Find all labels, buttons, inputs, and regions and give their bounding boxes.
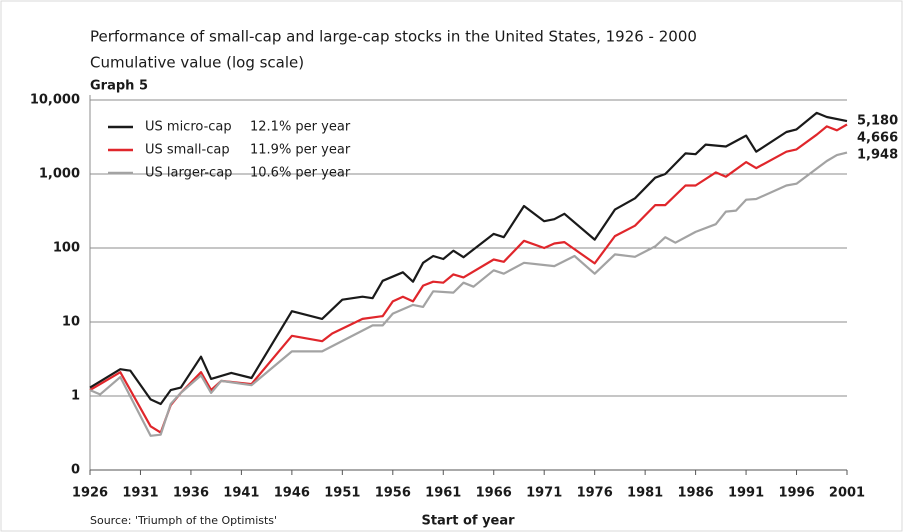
y-tick-label: 1,000 bbox=[39, 167, 80, 182]
x-tick-label: 1956 bbox=[375, 486, 411, 501]
x-tick-label: 1931 bbox=[122, 486, 158, 501]
y-tick-label: 100 bbox=[53, 241, 80, 256]
legend-return: 10.6% per year bbox=[250, 166, 351, 181]
x-tick-label: 1981 bbox=[627, 486, 663, 501]
series-line bbox=[89, 151, 848, 437]
y-tick-label: 10 bbox=[62, 315, 80, 330]
chart-title: Performance of small-cap and large-cap s… bbox=[90, 28, 697, 46]
y-tick-label: 10,000 bbox=[30, 93, 80, 108]
y-tick-label: 1 bbox=[71, 389, 80, 404]
x-tick-label: 2001 bbox=[829, 486, 865, 501]
x-tick-label: 1936 bbox=[173, 486, 209, 501]
x-tick-label: 1976 bbox=[577, 486, 613, 501]
x-tick-label: 1971 bbox=[526, 486, 562, 501]
end-label: 4,666 bbox=[857, 131, 898, 146]
series-line bbox=[89, 111, 848, 406]
x-tick-label: 1986 bbox=[678, 486, 714, 501]
source: Source: 'Triumph of the Optimists' bbox=[90, 514, 277, 527]
legend-label: US small-cap bbox=[145, 143, 230, 158]
x-tick-label: 1951 bbox=[324, 486, 360, 501]
legend-return: 12.1% per year bbox=[250, 120, 351, 135]
x-tick-label: 1996 bbox=[778, 486, 814, 501]
x-tick-label: 1946 bbox=[274, 486, 310, 501]
x-tick-label: 1966 bbox=[476, 486, 512, 501]
x-tick-label: 1941 bbox=[223, 486, 259, 501]
legend-label: US larger-cap bbox=[145, 166, 232, 181]
chart-subtitle: Cumulative value (log scale) bbox=[90, 54, 304, 72]
x-tick-label: 1926 bbox=[72, 486, 108, 501]
x-tick-label: 1991 bbox=[728, 486, 764, 501]
x-axis-label: Start of year bbox=[421, 514, 515, 529]
graph-label: Graph 5 bbox=[90, 79, 148, 94]
x-tick-label: 1961 bbox=[425, 486, 461, 501]
legend-label: US micro-cap bbox=[145, 120, 232, 135]
y-tick-label: 0 bbox=[71, 463, 80, 478]
legend-return: 11.9% per year bbox=[250, 143, 351, 158]
end-label: 5,180 bbox=[857, 114, 898, 129]
end-label: 1,948 bbox=[857, 148, 898, 163]
